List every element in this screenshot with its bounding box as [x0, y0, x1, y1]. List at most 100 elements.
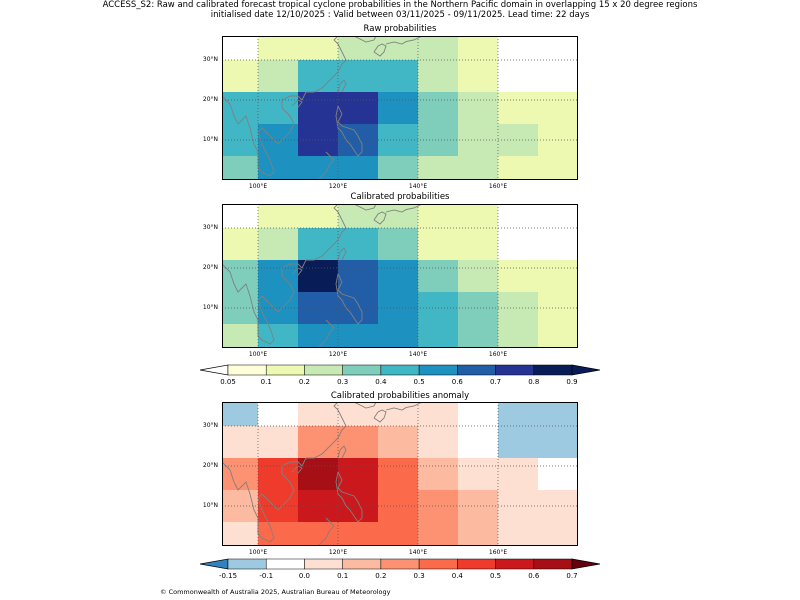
- grid-cell: [418, 324, 459, 348]
- coastline: [373, 211, 387, 225]
- grid-cell: [418, 426, 459, 459]
- grid-cell: [258, 228, 299, 261]
- grid-cell: [498, 228, 539, 261]
- colorbar-segment: [227, 364, 267, 376]
- grid-cell: [498, 522, 539, 546]
- coastline: [335, 105, 363, 157]
- grid-cell: [222, 458, 259, 491]
- colorbar-tick-label: 0.2: [298, 378, 311, 386]
- grid-cell: [538, 402, 578, 427]
- grid-cell: [222, 324, 259, 348]
- grid-cell: [538, 458, 578, 491]
- colorbar-segment: [342, 364, 382, 376]
- colorbar-segment: [418, 558, 458, 570]
- figure-title-line1: ACCESS_S2: Raw and calibrated forecast t…: [102, 0, 698, 10]
- colorbar-under-arrow: [200, 558, 229, 570]
- coastline: [317, 151, 335, 180]
- grid-cell: [418, 204, 459, 229]
- colorbar-tick-label: 0.3: [337, 378, 349, 386]
- y-tick-label: 30°N: [202, 224, 218, 231]
- colorbar-segment: [457, 558, 496, 570]
- colorbar-tick-label: 0.2: [375, 572, 387, 580]
- colorbar-segment: [533, 364, 573, 376]
- grid-cell: [378, 36, 419, 61]
- grid-cell: [378, 324, 419, 348]
- grid-cell: [298, 36, 339, 61]
- x-tick-label: 160°E: [488, 351, 508, 358]
- grid-cell: [378, 522, 419, 546]
- coastline: [373, 409, 387, 423]
- coastline: [385, 402, 423, 411]
- x-tick-label: 120°E: [328, 183, 348, 190]
- grid-cell: [418, 36, 459, 61]
- y-tick-label: 20°N: [202, 96, 218, 103]
- colorbar-tick-label: -0.1: [259, 572, 274, 580]
- grid-cell: [222, 426, 259, 459]
- coastline: [317, 517, 335, 546]
- grid-cell: [378, 92, 419, 125]
- grid-cell: [498, 204, 539, 229]
- grid-cell: [222, 36, 259, 61]
- grid-cell: [418, 228, 459, 261]
- colorbar-tick-label: 0.8: [528, 378, 540, 386]
- colorbar-tick-label: 0.5: [413, 378, 425, 386]
- colorbar-tick-label: 0.1: [260, 378, 272, 386]
- map-frame: [222, 36, 578, 180]
- grid-cell: [498, 402, 539, 427]
- grid-cell: [498, 458, 539, 491]
- x-tick-label: 160°E: [488, 549, 508, 556]
- grid-cell: [298, 156, 339, 180]
- coastline: [337, 445, 347, 459]
- grid-cell: [498, 92, 539, 125]
- coastline: [353, 204, 377, 211]
- x-tick-label: 100°E: [248, 183, 268, 190]
- colorbar-tick-label: 0.7: [566, 572, 578, 580]
- grid-cell: [538, 92, 578, 125]
- grid-cell: [538, 36, 578, 61]
- grid-cell: [378, 60, 419, 93]
- grid-cell: [378, 458, 419, 491]
- coastline: [337, 247, 347, 261]
- grid-cell: [458, 402, 499, 427]
- x-tick-label: 140°E: [408, 549, 428, 556]
- grid-cell: [498, 426, 539, 459]
- grid-cell: [378, 426, 419, 459]
- colorbar-tick-label: 0.5: [489, 572, 502, 580]
- colorbar-segment: [533, 558, 573, 570]
- grid-cell: [338, 402, 379, 427]
- grid-cell: [338, 156, 379, 180]
- colorbar-tick-label: -0.15: [218, 572, 238, 580]
- colorbar-segment: [265, 364, 305, 376]
- grid-cell: [378, 402, 419, 427]
- grid-cell: [458, 204, 499, 229]
- grid-cell: [538, 324, 578, 348]
- grid-cell: [258, 522, 299, 546]
- grid-cell: [498, 36, 539, 61]
- grid-cell: [498, 324, 539, 348]
- grid-cell: [378, 260, 419, 293]
- grid-cell: [418, 92, 459, 125]
- grid-cell: [298, 92, 339, 125]
- grid-cell: [338, 36, 379, 61]
- colorbar-segment: [418, 364, 458, 376]
- colorbar-segment: [304, 364, 343, 376]
- colorbar-tick-label: 0.9: [566, 378, 578, 386]
- grid-cell: [338, 324, 379, 348]
- coastline: [337, 79, 347, 93]
- grid-cell: [222, 92, 259, 125]
- grid-cell: [222, 60, 259, 93]
- coastline: [291, 267, 303, 276]
- colorbar-tick-label: 0.3: [413, 572, 425, 580]
- y-tick-label: 30°N: [202, 422, 218, 429]
- x-tick-label: 100°E: [248, 351, 268, 358]
- grid-cell: [458, 490, 499, 523]
- grid-cell: [338, 204, 379, 229]
- grid-cell: [418, 260, 459, 293]
- coastline: [385, 204, 423, 213]
- grid-cell: [222, 204, 259, 229]
- x-tick-label: 120°E: [328, 549, 348, 556]
- grid-cell: [298, 204, 339, 229]
- grid-cell: [222, 156, 259, 180]
- grid-cell: [222, 402, 259, 427]
- grid-cell: [538, 204, 578, 229]
